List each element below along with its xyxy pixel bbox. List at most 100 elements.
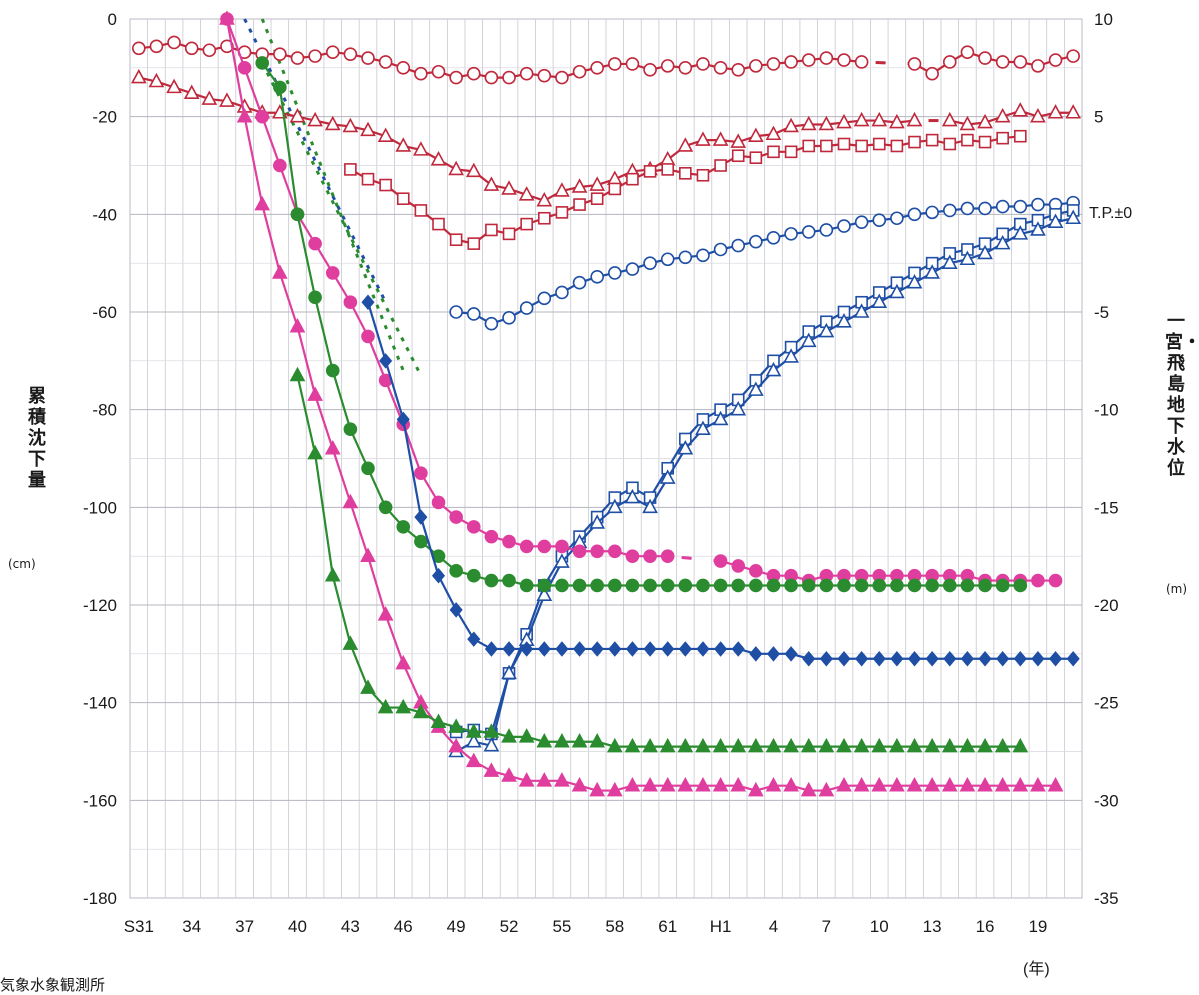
data-point-marker [765, 777, 782, 792]
data-point-marker [324, 115, 341, 131]
x-tick-label: 19 [1028, 917, 1047, 936]
data-point-marker [537, 291, 552, 306]
data-point-marker [432, 217, 445, 231]
data-point-marker [853, 303, 870, 318]
data-point-marker [1012, 102, 1029, 117]
right-tick-label: -30 [1094, 791, 1119, 810]
data-point-marker [907, 57, 922, 71]
x-tick-label: 37 [235, 917, 254, 936]
data-point-marker [695, 777, 711, 792]
x-tick-label: 34 [182, 917, 201, 936]
data-point-marker [624, 488, 641, 504]
data-point-marker [484, 316, 499, 331]
data-point-marker [589, 176, 606, 191]
data-series [132, 35, 1080, 85]
data-point-marker [659, 777, 676, 792]
data-point-marker [941, 254, 958, 269]
data-point-marker [378, 500, 393, 515]
data-point-marker [502, 227, 516, 241]
data-point-marker [449, 305, 463, 319]
left-tick-label: -180 [83, 889, 117, 908]
data-point-marker [749, 578, 763, 593]
data-point-marker [1013, 129, 1027, 143]
data-point-marker [1047, 104, 1064, 119]
data-point-marker [853, 777, 870, 792]
data-point-marker [994, 777, 1011, 792]
data-point-marker [784, 55, 798, 69]
data-point-marker [342, 117, 359, 133]
data-point-marker [748, 127, 764, 142]
data-point-marker [837, 219, 851, 233]
data-point-marker [925, 205, 939, 220]
data-point-marker [767, 145, 780, 159]
data-point-marker [783, 777, 799, 792]
data-point-marker [518, 186, 535, 201]
data-point-marker [695, 131, 711, 146]
data-point-marker [712, 737, 729, 753]
data-point-marker [872, 137, 886, 151]
data-point-marker [572, 64, 587, 79]
data-point-marker [766, 578, 781, 593]
data-point-marker [643, 165, 657, 178]
data-point-marker [977, 244, 993, 260]
left-tick-label: 0 [108, 10, 117, 29]
data-point-marker [960, 45, 975, 60]
data-point-marker [800, 115, 817, 131]
data-point-marker [449, 510, 463, 524]
reference-label-tp: T.P.±0 [1089, 205, 1133, 222]
data-point-marker [1065, 209, 1082, 225]
data-point-marker [818, 115, 835, 131]
data-point-marker [465, 752, 482, 768]
series-line [913, 51, 1074, 75]
data-point-marker [236, 107, 253, 123]
data-point-marker [749, 234, 763, 249]
data-point-marker [484, 641, 498, 657]
data-point-marker [960, 201, 975, 216]
data-point-marker [307, 111, 323, 127]
x-tick-label: 52 [500, 917, 519, 936]
left-axis-unit: (cm) [8, 557, 36, 571]
data-point-marker [166, 78, 182, 94]
data-point-marker [925, 66, 939, 81]
data-point-marker [765, 737, 782, 753]
data-point-marker [836, 737, 852, 753]
data-point-marker [906, 111, 923, 127]
data-point-marker [483, 176, 500, 191]
data-point-marker [448, 737, 464, 753]
data-point-marker [661, 641, 675, 657]
data-point-marker [802, 139, 816, 153]
right-tick-label: 10 [1094, 10, 1113, 29]
data-point-marker [606, 498, 623, 514]
left-tick-label: -140 [83, 694, 117, 713]
data-point-marker [572, 578, 587, 593]
data-point-marker [290, 51, 305, 65]
data-point-marker [1031, 650, 1045, 667]
data-point-marker [1013, 578, 1028, 593]
data-point-marker [871, 737, 888, 753]
data-point-marker [890, 578, 904, 593]
data-point-marker [1065, 104, 1082, 119]
data-point-marker [837, 650, 851, 667]
data-point-marker [149, 39, 164, 54]
data-point-marker [573, 641, 587, 657]
data-point-marker [960, 578, 975, 593]
data-point-marker [659, 150, 676, 166]
data-point-marker [624, 737, 641, 753]
data-point-marker [414, 466, 428, 480]
data-point-marker [519, 578, 534, 593]
data-point-marker [643, 62, 657, 77]
data-point-marker [377, 698, 394, 714]
data-point-marker [502, 311, 516, 325]
data-point-marker [695, 737, 711, 753]
data-point-marker [783, 117, 799, 133]
data-point-marker [289, 107, 306, 123]
data-point-marker [396, 192, 410, 206]
data-point-marker [925, 650, 939, 667]
data-point-marker [995, 578, 1010, 593]
data-point-marker [712, 777, 729, 792]
data-point-marker [712, 410, 729, 426]
data-point-marker [132, 41, 146, 56]
data-point-marker [836, 313, 852, 328]
data-point-marker [537, 68, 552, 83]
data-point-marker [994, 737, 1011, 753]
